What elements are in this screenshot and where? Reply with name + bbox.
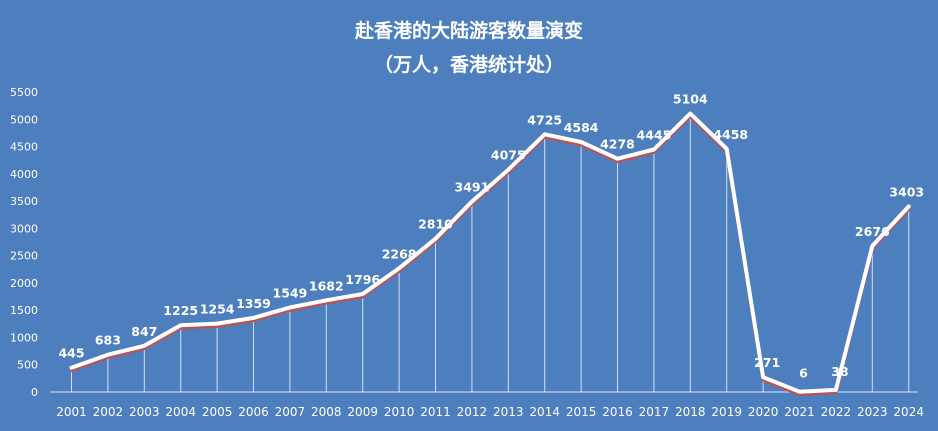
data-label: 683 xyxy=(95,333,121,348)
y-tick-label: 1500 xyxy=(10,304,38,317)
data-label: 445 xyxy=(58,346,84,361)
x-tick-label: 2023 xyxy=(857,405,888,419)
x-tick-label: 2022 xyxy=(821,405,852,419)
y-tick-label: 2500 xyxy=(10,250,38,263)
x-tick-label: 2019 xyxy=(711,405,742,419)
data-label: 1796 xyxy=(345,272,380,287)
x-tick-label: 2003 xyxy=(129,405,160,419)
data-label: 2268 xyxy=(382,246,417,261)
chart-title: 赴香港的大陆游客数量演变 xyxy=(354,20,583,42)
x-tick-label: 2010 xyxy=(384,405,415,419)
y-tick-label: 3000 xyxy=(10,222,38,235)
x-tick-label: 2016 xyxy=(602,405,633,419)
data-label: 5104 xyxy=(673,92,708,107)
x-tick-label: 2013 xyxy=(493,405,524,419)
chart-subtitle: （万人，香港统计处） xyxy=(373,54,564,76)
series-line xyxy=(69,111,911,394)
y-tick-label: 500 xyxy=(17,359,38,372)
x-tick-label: 2008 xyxy=(311,405,342,419)
x-tick-label: 2017 xyxy=(639,405,670,419)
data-label: 3491 xyxy=(455,180,490,195)
data-label: 4445 xyxy=(637,128,672,143)
data-label: 1549 xyxy=(273,286,308,301)
data-label: 1359 xyxy=(236,296,271,311)
y-tick-label: 4000 xyxy=(10,168,38,181)
y-tick-label: 5000 xyxy=(10,113,38,126)
data-label: 4278 xyxy=(600,137,635,152)
y-tick-label: 5500 xyxy=(10,86,38,99)
x-tick-label: 2015 xyxy=(566,405,597,419)
x-tick-label: 2007 xyxy=(275,405,306,419)
x-tick-label: 2001 xyxy=(56,405,87,419)
x-tick-label: 2024 xyxy=(893,405,924,419)
data-label: 1254 xyxy=(200,302,235,317)
x-tick-label: 2009 xyxy=(347,405,378,419)
y-tick-label: 4500 xyxy=(10,141,38,154)
y-tick-label: 1000 xyxy=(10,331,38,344)
x-tick-label: 2021 xyxy=(784,405,815,419)
x-tick-label: 2020 xyxy=(748,405,779,419)
x-tick-label: 2018 xyxy=(675,405,706,419)
x-tick-label: 2004 xyxy=(165,405,196,419)
x-tick-label: 2014 xyxy=(529,405,560,419)
y-tick-label: 0 xyxy=(31,386,38,399)
data-label: 271 xyxy=(754,355,780,370)
data-label: 1682 xyxy=(309,278,344,293)
x-tick-label: 2012 xyxy=(457,405,488,419)
data-label: 4458 xyxy=(713,127,748,142)
data-label: 4584 xyxy=(564,120,599,135)
data-label: 3403 xyxy=(889,184,924,199)
data-label: 6 xyxy=(799,366,808,381)
data-label: 4725 xyxy=(527,112,562,127)
x-tick-label: 2005 xyxy=(202,405,233,419)
data-label: 1225 xyxy=(163,303,198,318)
data-label: 4075 xyxy=(491,148,526,163)
data-label: 2676 xyxy=(855,224,890,239)
data-label: 847 xyxy=(131,324,157,339)
x-tick-label: 2006 xyxy=(238,405,269,419)
x-tick-label: 2011 xyxy=(420,405,451,419)
data-label: 38 xyxy=(831,364,848,379)
data-label: 2810 xyxy=(418,217,453,232)
x-tick-label: 2002 xyxy=(93,405,124,419)
y-tick-label: 2000 xyxy=(10,277,38,290)
y-tick-label: 3500 xyxy=(10,195,38,208)
